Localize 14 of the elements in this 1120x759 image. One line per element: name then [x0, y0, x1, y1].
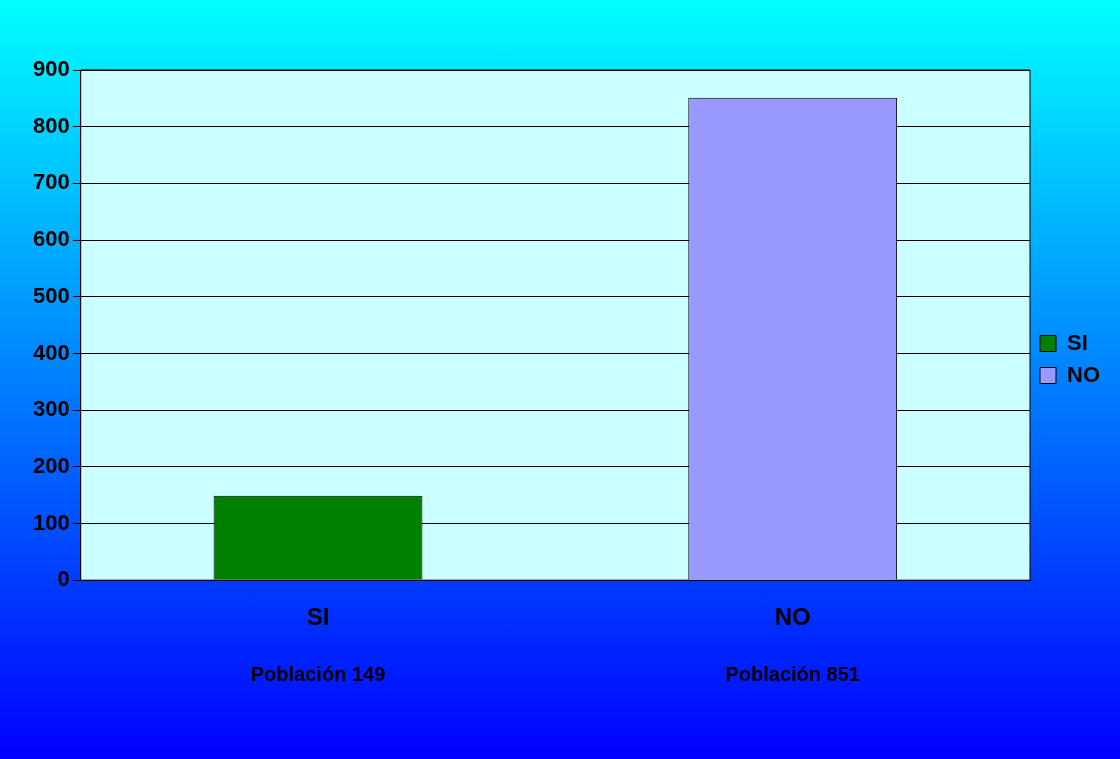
y-tick-label: 600 — [32, 226, 70, 252]
y-tick-label: 0 — [57, 566, 70, 592]
text: Población 851 — [725, 662, 860, 685]
text: Población 149 — [250, 662, 386, 685]
y-tick-label: 800 — [32, 112, 70, 138]
y-tick-label: 500 — [32, 282, 70, 308]
legend-label: NO — [1067, 361, 1100, 387]
y-tick-label: 700 — [32, 169, 70, 195]
y-tick-label: 200 — [32, 452, 70, 478]
y-tick-label: 900 — [32, 56, 70, 82]
y-tick-label: 300 — [32, 396, 70, 422]
y-tick-label: 100 — [32, 509, 70, 535]
legend-label: SI — [1067, 329, 1088, 355]
y-tick-label: 400 — [32, 339, 70, 365]
